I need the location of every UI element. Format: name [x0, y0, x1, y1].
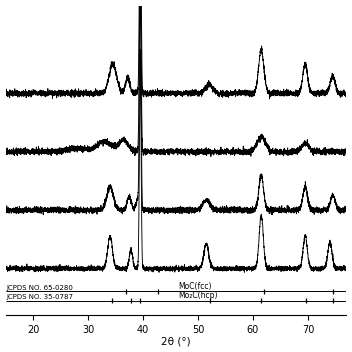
Text: Mo₂C(hcp): Mo₂C(hcp)	[179, 291, 218, 300]
Text: MoC(fcc): MoC(fcc)	[179, 282, 212, 291]
Text: JCPDS NO. 65-0280: JCPDS NO. 65-0280	[7, 285, 74, 291]
X-axis label: 2θ (°): 2θ (°)	[161, 337, 191, 346]
Text: JCPDS NO. 35-0787: JCPDS NO. 35-0787	[7, 294, 74, 300]
